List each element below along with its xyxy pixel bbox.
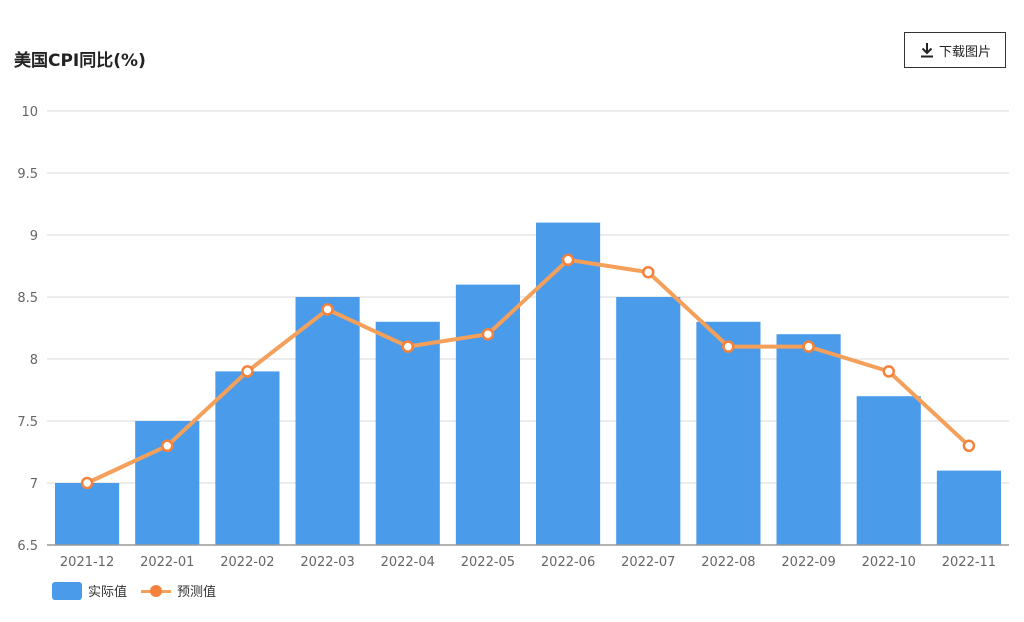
bar-actual [856,396,921,545]
forecast-point [401,340,414,353]
forecast-point [882,365,895,378]
legend-swatch-actual [52,581,82,600]
y-tick-label: 9 [30,229,38,244]
x-tick-label: 2022-11 [942,555,996,570]
x-tick-label: 2022-03 [300,555,354,570]
y-tick-label: 8.5 [17,291,38,306]
y-tick-label: 8 [30,353,38,368]
legend-item-forecast[interactable]: 预测值 [141,581,216,600]
bar-actual [455,284,520,545]
x-tick-label: 2022-05 [461,555,515,570]
download-icon [920,43,933,58]
forecast-point [481,327,495,341]
forecast-point [321,303,334,316]
x-tick-label: 2022-02 [220,555,274,570]
y-tick-label: 7.5 [17,415,38,430]
forecast-point [802,340,815,353]
bar-actual [55,483,120,545]
forecast-point [722,340,735,353]
forecast-point [642,265,655,279]
download-image-button[interactable]: 下载图片 [904,32,1006,68]
bar-actual [696,321,761,545]
chart-title: 美国CPI同比(%) [14,51,146,71]
forecast-point [561,253,575,267]
forecast-point [161,439,174,453]
forecast-point [241,365,254,378]
x-tick-label: 2022-06 [541,555,595,570]
x-tick-label: 2021-12 [60,555,114,570]
x-tick-label: 2022-10 [862,555,916,570]
y-tick-label: 6.5 [17,539,38,554]
x-tick-label: 2022-09 [781,555,835,570]
bar-actual [536,222,601,545]
download-label: 下载图片 [938,44,991,60]
forecast-point [962,439,976,453]
bar-actual [215,371,280,545]
x-tick-label: 2022-08 [701,555,755,570]
x-tick-label: 2022-01 [140,555,194,570]
legend-swatch-forecast [141,582,172,600]
bar-actual [776,334,841,545]
chart-legend: 实际值 预测值 [52,581,230,600]
x-tick-label: 2022-04 [381,555,435,570]
forecast-line [85,257,971,485]
bar-actual [936,470,1001,545]
y-tick-label: 7 [30,477,38,492]
bar-actual [375,321,440,545]
x-tick-label: 2022-07 [621,555,675,570]
legend-label-forecast: 预测值 [177,585,217,600]
legend-label-actual: 实际值 [88,585,128,600]
forecast-point [80,476,94,490]
legend-item-actual[interactable]: 实际值 [52,581,127,600]
y-tick-label: 10 [21,105,38,120]
bar-actual [295,297,360,545]
y-tick-label: 9.5 [17,167,38,182]
bar-actual [616,297,681,545]
